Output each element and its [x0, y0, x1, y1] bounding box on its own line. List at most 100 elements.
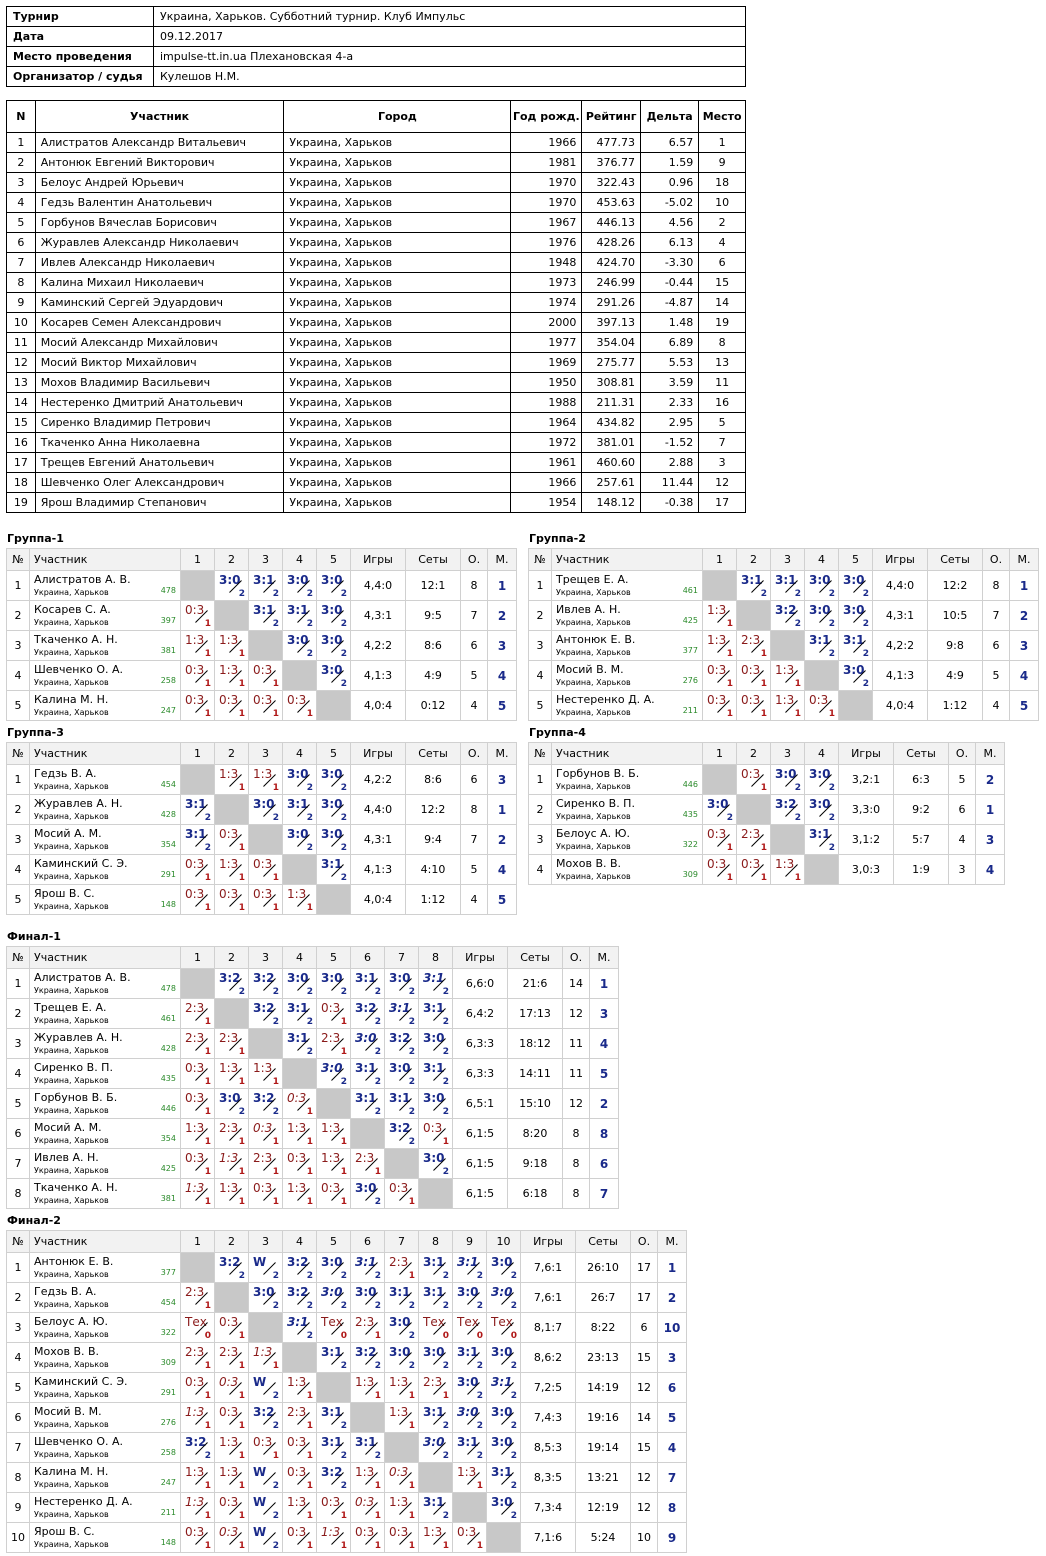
match-score: 3:0: [287, 971, 309, 985]
match-score: 1:3: [389, 1405, 409, 1419]
match-points: 1: [272, 1361, 279, 1371]
sets-cell: 8:20: [507, 1118, 563, 1149]
self-match-cell: [282, 1058, 317, 1089]
match-score-cell: 3:0 2: [282, 968, 317, 999]
match-points: 2: [476, 1451, 483, 1461]
participant-cell: 1981: [510, 152, 583, 173]
col-opponent-header: 5: [316, 742, 351, 765]
match-score-cell: 0:3 1: [316, 998, 351, 1029]
games-cell: 6,1:5: [452, 1148, 508, 1179]
player-city: Украина, Харьков: [34, 1390, 109, 1399]
match-score-cell: Тех 0: [486, 1312, 521, 1343]
match-points: 2: [272, 987, 279, 997]
match-points: 2: [828, 843, 835, 853]
participant-cell: -0.44: [639, 272, 700, 293]
match-points: 1: [238, 873, 245, 883]
group-table: № Участник 1 2 3 4 5 6 7 8 Игры Сеты О. М. 1 Алистратов…: [6, 946, 619, 1209]
match-points: 1: [204, 1421, 211, 1431]
match-score-cell: 2:3 1: [180, 1342, 215, 1373]
match-score-cell: 0:3 1: [180, 1088, 215, 1119]
participant-cell: 4: [698, 232, 746, 253]
match-points: 0: [476, 1331, 483, 1341]
self-match-cell: [350, 1118, 385, 1149]
match-score: 3:0: [321, 1061, 343, 1075]
match-points: 1: [306, 1167, 313, 1177]
match-points: 2: [408, 1331, 415, 1341]
participant-cell: Украина, Харьков: [283, 252, 512, 273]
group-title: Группа-4: [529, 726, 586, 739]
player-name: Гедзь В. А.: [34, 767, 97, 780]
player-rating: 446: [160, 1104, 176, 1113]
match-score: 3:1: [809, 827, 831, 841]
match-points: 2: [510, 1421, 517, 1431]
player-cell: Антонюк Е. В. Украина, Харьков 377: [551, 630, 703, 661]
group-row: 3 Белоус А. Ю. Украина, Харьков 322 0:3 1 2:3 1…: [528, 824, 1005, 855]
participant-row: 8 Калина Михаил Николаевич Украина, Харько…: [6, 272, 746, 293]
sets-cell: 21:6: [507, 968, 563, 999]
player-cell: Антонюк Е. В. Украина, Харьков 377: [29, 1252, 181, 1283]
player-name: Каминский С. Э.: [34, 857, 128, 870]
player-name: Мосий В. М.: [34, 1405, 102, 1418]
match-score: 0:3: [219, 1315, 239, 1329]
match-score-cell: 3:0 2: [418, 1148, 453, 1179]
col-opponent-header: 2: [214, 1230, 249, 1253]
match-score: 1:3: [185, 1495, 205, 1509]
match-points: 1: [238, 843, 245, 853]
player-city: Украина, Харьков: [34, 1016, 109, 1025]
participant-cell: 381.01: [581, 432, 641, 453]
player-name: Косарев С. А.: [34, 603, 111, 616]
col-opponent-header: 5: [316, 1230, 351, 1253]
match-points: 2: [442, 1271, 449, 1281]
group-row: 2 Трещев Е. А. Украина, Харьков 461 2:3 1 3:2 2…: [6, 998, 619, 1029]
player-cell: Каминский С. Э. Украина, Харьков 291: [29, 854, 181, 885]
player-rating: 461: [682, 586, 698, 595]
participant-cell: Нестеренко Дмитрий Анатольевич: [34, 392, 285, 413]
group-row: 4 Шевченко О. А. Украина, Харьков 258 0:3 1 1:…: [6, 660, 517, 691]
row-number: 3: [528, 824, 552, 855]
player-name: Журавлев А. Н.: [34, 1031, 123, 1044]
player-city: Украина, Харьков: [556, 708, 631, 717]
player-city: Украина, Харьков: [34, 708, 109, 717]
match-score: 3:0: [809, 603, 831, 617]
participant-cell: 6.13: [639, 232, 700, 253]
player-name: Трещев Е. А.: [556, 573, 629, 586]
player-cell: Ивлев А. Н. Украина, Харьков 425: [551, 600, 703, 631]
match-score-cell: 1:3 1: [214, 854, 249, 885]
match-score-cell: 3:2 2: [248, 968, 283, 999]
group-row: 5 Ярош В. С. Украина, Харьков 148 0:3 1 0:3 1 0:…: [6, 884, 517, 915]
player-rating: 211: [682, 706, 698, 715]
player-city: Украина, Харьков: [34, 1510, 109, 1519]
match-score: 0:3: [219, 1375, 239, 1389]
match-score: 3:1: [775, 573, 797, 587]
match-points: 1: [238, 1331, 245, 1341]
player-name: Сиренко В. П.: [34, 1061, 113, 1074]
participant-cell: Белоус Андрей Юрьевич: [34, 172, 285, 193]
match-score: 3:0: [423, 1435, 445, 1449]
player-city: Украина, Харьков: [34, 986, 109, 995]
match-points: 2: [408, 1017, 415, 1027]
col-opponent-header: 3: [248, 742, 283, 765]
match-points: 1: [760, 649, 767, 659]
row-number: 3: [528, 630, 552, 661]
participant-cell: Украина, Харьков: [283, 492, 512, 513]
points-cell: 8: [982, 570, 1010, 601]
points-cell: 6: [460, 764, 488, 795]
match-score-cell: 0:3 1: [316, 1492, 351, 1523]
player-rating: 377: [682, 646, 698, 655]
match-points: 1: [272, 1137, 279, 1147]
player-city: Украина, Харьков: [34, 648, 109, 657]
match-points: 1: [476, 1481, 483, 1491]
match-points: 2: [238, 987, 245, 997]
match-score: 2:3: [741, 633, 761, 647]
match-score: 3:1: [321, 857, 343, 871]
col-opponent-header: 3: [248, 946, 283, 969]
row-number: 4: [6, 660, 30, 691]
match-points: 1: [204, 679, 211, 689]
participant-cell: 1: [698, 132, 746, 153]
match-score-cell: 0:3 1: [248, 884, 283, 915]
points-cell: 6: [982, 630, 1010, 661]
match-score-cell: 3:1 2: [452, 1432, 487, 1463]
match-points: 1: [238, 1481, 245, 1491]
match-points: 1: [238, 649, 245, 659]
match-score-cell: 1:3 1: [452, 1462, 487, 1493]
